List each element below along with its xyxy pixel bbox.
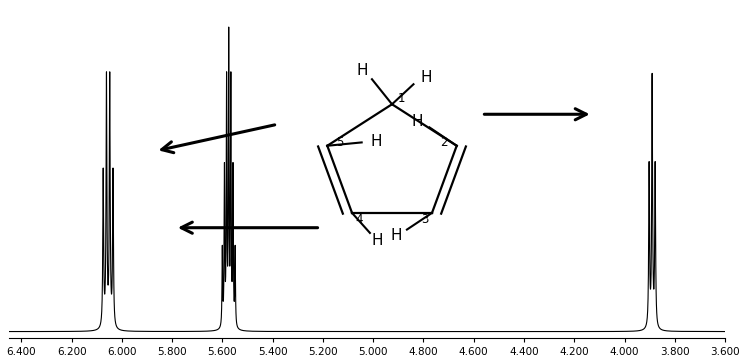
Text: 2: 2 xyxy=(440,136,448,149)
Text: H: H xyxy=(371,233,383,248)
Text: 3: 3 xyxy=(421,213,429,226)
Text: H: H xyxy=(411,114,423,129)
Text: 5: 5 xyxy=(336,136,344,149)
Text: H: H xyxy=(391,228,402,243)
Text: H: H xyxy=(356,64,368,78)
Text: 1: 1 xyxy=(397,92,405,105)
Text: H: H xyxy=(420,70,432,85)
Text: H: H xyxy=(371,134,382,149)
Text: 4: 4 xyxy=(356,213,363,226)
